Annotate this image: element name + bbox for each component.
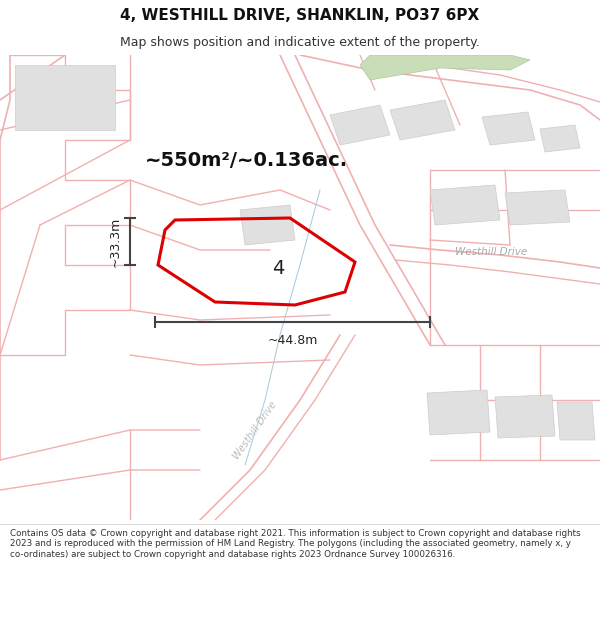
Polygon shape xyxy=(15,65,115,130)
Text: 4: 4 xyxy=(272,259,284,278)
Text: Westhill Drive: Westhill Drive xyxy=(232,399,278,461)
Polygon shape xyxy=(330,105,390,145)
Polygon shape xyxy=(240,205,295,245)
Text: ~550m²/~0.136ac.: ~550m²/~0.136ac. xyxy=(145,151,348,169)
Polygon shape xyxy=(427,390,490,435)
Text: Map shows position and indicative extent of the property.: Map shows position and indicative extent… xyxy=(120,36,480,49)
Polygon shape xyxy=(495,395,555,438)
Text: Contains OS data © Crown copyright and database right 2021. This information is : Contains OS data © Crown copyright and d… xyxy=(10,529,581,559)
Polygon shape xyxy=(430,185,500,225)
Polygon shape xyxy=(540,125,580,152)
Text: ~33.3m: ~33.3m xyxy=(109,216,122,267)
Polygon shape xyxy=(482,112,535,145)
Polygon shape xyxy=(390,100,455,140)
Polygon shape xyxy=(505,190,570,225)
Polygon shape xyxy=(360,55,530,80)
Text: 4, WESTHILL DRIVE, SHANKLIN, PO37 6PX: 4, WESTHILL DRIVE, SHANKLIN, PO37 6PX xyxy=(121,8,479,23)
Text: ~44.8m: ~44.8m xyxy=(268,334,317,347)
Text: Westhill Drive: Westhill Drive xyxy=(455,247,527,257)
Polygon shape xyxy=(557,402,595,440)
